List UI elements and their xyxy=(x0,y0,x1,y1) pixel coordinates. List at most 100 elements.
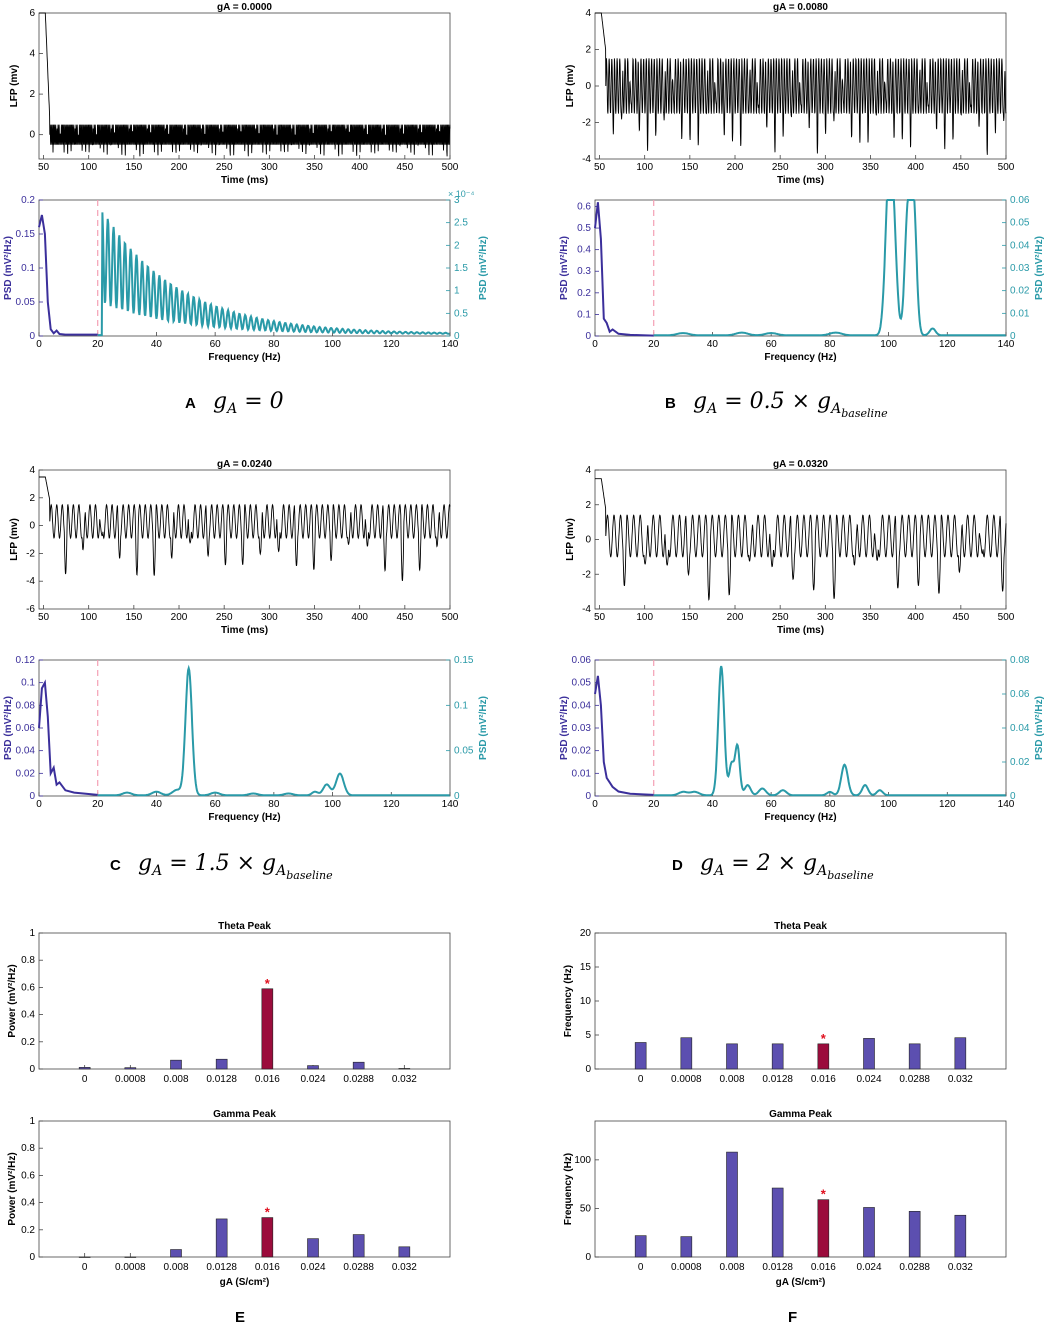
x-tick-label: 0 xyxy=(36,339,42,350)
axes-frame xyxy=(594,469,1007,610)
y-tick-label: 0.6 xyxy=(21,1170,35,1181)
y-tick-label-left: 0 xyxy=(29,791,35,802)
y-tick-label: 6 xyxy=(29,8,35,19)
y-tick-label: 0.6 xyxy=(21,982,35,993)
axes-frame xyxy=(38,932,451,1070)
y-tick-label-left: 0.15 xyxy=(16,229,36,240)
formula-part: A xyxy=(712,863,724,879)
y-tick-label: 0.2 xyxy=(21,1037,35,1048)
x-tick-label: 140 xyxy=(998,339,1015,350)
y-tick-label-right: 0.04 xyxy=(1010,723,1030,734)
x-tick-label: 80 xyxy=(268,799,280,810)
bar-panel-E_theta: Theta Peak 0 0.2 0.4 0.6 0.8 1 Power (mV²/Hz) 0 0… xyxy=(7,921,451,1085)
y-tick-label: 10 xyxy=(580,996,592,1007)
x-tick-label: 50 xyxy=(594,162,606,173)
y-tick-label-right: 0 xyxy=(454,791,460,802)
axes-frame xyxy=(594,932,1007,1070)
y-tick-label-right: 0.03 xyxy=(1010,263,1030,274)
x-tick-label: 0.0008 xyxy=(671,1074,702,1085)
x-tick-label: 150 xyxy=(682,612,699,623)
y-tick-label-right: 0.08 xyxy=(1010,655,1030,666)
panel-letter: E xyxy=(235,1309,245,1326)
x-tick-label: 120 xyxy=(383,799,400,810)
y-tick-label-right: 0.06 xyxy=(1010,195,1030,206)
psd-low-series xyxy=(594,202,654,337)
y-tick-label: -4 xyxy=(582,154,591,165)
x-tick-label: 100 xyxy=(636,162,653,173)
x-tick-label: 150 xyxy=(682,162,699,173)
formula-part: = 1.5 × g xyxy=(162,851,276,876)
x-tick-label: 0.0008 xyxy=(115,1262,146,1273)
y-tick-label: 0 xyxy=(585,535,591,546)
formula-part: A xyxy=(150,863,162,879)
lfp-panel-lfp_D: gA = 0.0320 50 100 150 200 250 300 350 400 450 500… xyxy=(565,459,1015,636)
bar-title: Theta Peak xyxy=(774,921,827,932)
bar-panel-F_theta: Theta Peak 0 5 10 15 20 Frequency (Hz) 0 0.0008 0… xyxy=(563,921,1007,1085)
axes-frame xyxy=(594,1120,1007,1258)
x-tick-label: 100 xyxy=(80,162,97,173)
x-tick-label: 0.032 xyxy=(948,1074,973,1085)
bar xyxy=(908,1043,921,1070)
y-tick-label-right: 0.02 xyxy=(1010,757,1030,768)
y-tick-label: 4 xyxy=(585,465,591,476)
x-tick-label: 40 xyxy=(151,339,163,350)
axes-frame xyxy=(38,659,451,797)
y-axis-label-right: PSD (mV²/Hz) xyxy=(478,236,489,300)
bar xyxy=(352,1061,365,1070)
bar-title: Gamma Peak xyxy=(769,1109,832,1120)
formula-part: A xyxy=(225,401,237,417)
y-tick-label-left: 0.5 xyxy=(577,223,591,234)
lfp-title: gA = 0.0320 xyxy=(773,459,828,470)
axes-frame xyxy=(38,1120,451,1258)
axes-frame xyxy=(38,12,451,160)
bar xyxy=(307,1065,319,1070)
x-tick-label: 200 xyxy=(171,612,188,623)
x-tick-label: 20 xyxy=(92,339,104,350)
x-tick-label: 500 xyxy=(442,162,459,173)
y-tick-label-left: 0.06 xyxy=(572,655,592,666)
x-tick-label: 0 xyxy=(82,1074,88,1085)
significance-star: * xyxy=(265,1205,271,1220)
y-tick-label-right: 0.05 xyxy=(454,746,474,757)
bar xyxy=(817,1199,830,1258)
x-tick-label: 100 xyxy=(324,799,341,810)
y-tick-label: -2 xyxy=(582,569,591,580)
y-tick-label-right: 1 xyxy=(454,286,460,297)
x-tick-label: 500 xyxy=(998,162,1015,173)
lfp-title: gA = 0.0240 xyxy=(217,459,272,470)
y-tick-label-left: 0.6 xyxy=(577,201,591,212)
panel-formula: gA = 1.5 × gAbaseline xyxy=(138,851,333,882)
y-tick-label-left: 0 xyxy=(29,331,35,342)
y-tick-label: 0.2 xyxy=(21,1225,35,1236)
x-tick-label: 450 xyxy=(952,162,969,173)
y-tick-label: 20 xyxy=(580,928,592,939)
y-tick-label-right: 0 xyxy=(1010,791,1016,802)
formula-part: g xyxy=(693,389,707,414)
x-tick-label: 0.032 xyxy=(392,1074,417,1085)
y-tick-label: 1 xyxy=(29,1116,35,1127)
x-tick-label: 120 xyxy=(939,799,956,810)
x-tick-label: 50 xyxy=(38,612,50,623)
bar-title: Gamma Peak xyxy=(213,1109,276,1120)
x-tick-label: 0.008 xyxy=(719,1074,744,1085)
y-tick-label-left: 0.1 xyxy=(21,678,35,689)
x-tick-label: 0.016 xyxy=(255,1074,280,1085)
bar xyxy=(954,1214,967,1258)
x-tick-label: 250 xyxy=(216,162,233,173)
x-tick-label: 0 xyxy=(592,339,598,350)
psd-low-series xyxy=(38,214,98,336)
x-tick-label: 80 xyxy=(824,799,836,810)
x-axis-label: Time (ms) xyxy=(777,625,824,636)
x-tick-label: 0 xyxy=(638,1262,644,1273)
x-tick-label: 300 xyxy=(261,612,278,623)
x-tick-label: 0.0008 xyxy=(671,1262,702,1273)
y-tick-label-left: 0 xyxy=(585,791,591,802)
y-tick-label-left: 0.12 xyxy=(16,655,36,666)
y-axis-label: LFP (mv) xyxy=(565,518,576,561)
psd-panel-psd_C: 0 20 40 60 80 100 120 14000.020.040.060.080.10.… xyxy=(3,655,489,823)
bar xyxy=(771,1187,784,1258)
y-tick-label: 5 xyxy=(585,1030,591,1041)
x-tick-label: 350 xyxy=(862,612,879,623)
y-tick-label-left: 0.04 xyxy=(572,700,592,711)
x-tick-label: 0.0288 xyxy=(343,1262,374,1273)
